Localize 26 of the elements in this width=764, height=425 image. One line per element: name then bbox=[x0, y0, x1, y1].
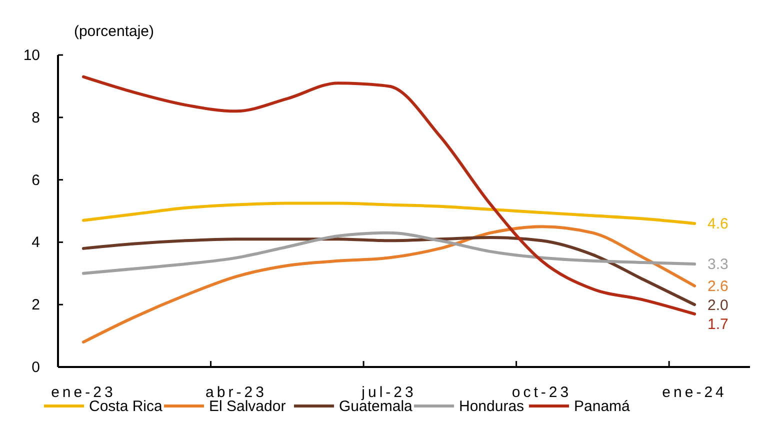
line-series bbox=[82, 236, 696, 306]
data-label: 2.6 bbox=[708, 278, 728, 295]
line-series bbox=[82, 75, 696, 316]
x-tick-label: abr-23 bbox=[206, 384, 267, 401]
legend-label: Honduras bbox=[459, 398, 524, 415]
data-label: 3.3 bbox=[708, 256, 728, 274]
line-series bbox=[82, 225, 696, 344]
y-tick-label: 2 bbox=[32, 296, 40, 314]
line-series bbox=[82, 202, 696, 225]
x-tick-label: jul-23 bbox=[360, 384, 416, 401]
data-label: 2.0 bbox=[708, 296, 728, 314]
data-label: 1.7 bbox=[708, 316, 728, 333]
legend-label: Costa Rica bbox=[89, 398, 164, 415]
line-series bbox=[82, 231, 696, 275]
y-tick-label: 8 bbox=[32, 109, 40, 126]
y-tick-label: 4 bbox=[32, 234, 40, 252]
x-tick-label: ene-23 bbox=[51, 384, 116, 401]
legend-label: Panamá bbox=[574, 398, 631, 415]
y-tick-label: 6 bbox=[32, 172, 40, 189]
y-tick-label: 0 bbox=[32, 359, 40, 376]
y-tick-label: 10 bbox=[23, 47, 40, 64]
legend-label: El Salvador bbox=[209, 398, 286, 415]
x-tick-label: ene-24 bbox=[662, 384, 727, 401]
y-axis-title: (porcentaje) bbox=[74, 23, 154, 40]
data-label: 4.6 bbox=[708, 215, 728, 232]
x-tick-label: oct-23 bbox=[512, 384, 572, 401]
